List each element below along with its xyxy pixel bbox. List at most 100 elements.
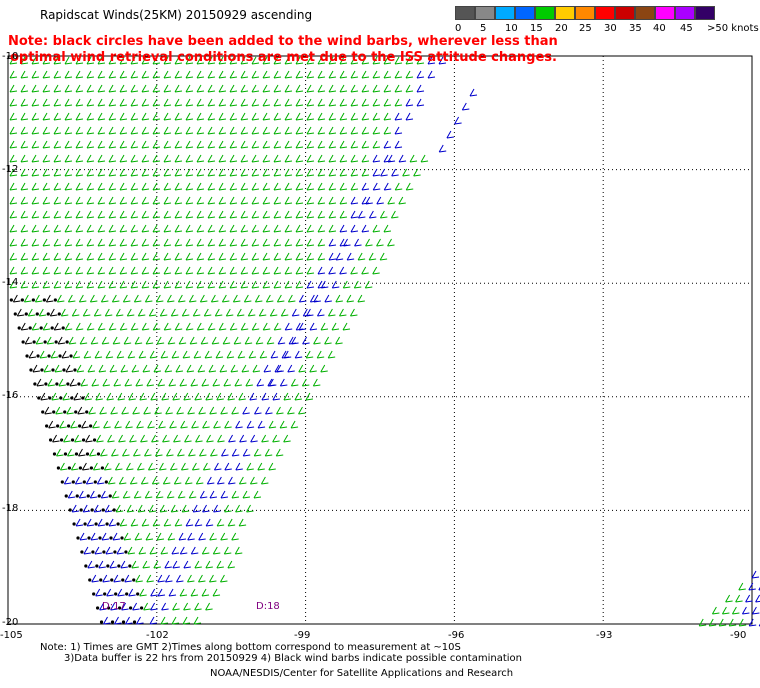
barb-stroke [110, 406, 118, 415]
barb-stroke [252, 364, 261, 373]
barb-stroke [64, 84, 73, 93]
barb-stroke [251, 238, 260, 247]
wind-barb [153, 364, 162, 373]
wind-barb [229, 224, 238, 233]
barb-stroke [255, 336, 264, 345]
barb-stroke [383, 70, 392, 79]
contamination-dot [81, 396, 85, 400]
wind-barb [163, 112, 172, 121]
wind-barb [89, 294, 98, 303]
wind-barb [350, 56, 359, 65]
barb-stroke [155, 294, 164, 303]
barb-stroke [320, 280, 329, 289]
wind-barb [317, 98, 326, 107]
wind-barb [251, 210, 260, 219]
barb-stroke [339, 56, 348, 65]
wind-barb [141, 98, 150, 107]
contamination-dot [125, 592, 129, 596]
wind-barb [368, 252, 377, 261]
wind-barb [290, 378, 299, 387]
contamination-dot [52, 410, 56, 414]
wind-barb [31, 112, 40, 121]
wind-barb [112, 504, 124, 513]
barb-stroke [339, 126, 348, 135]
wind-barb [59, 392, 70, 401]
wind-barb [91, 546, 102, 555]
wind-barb [207, 182, 216, 191]
wind-barb [178, 336, 187, 345]
wind-barb [48, 392, 59, 401]
wind-barb [31, 210, 40, 219]
barb-stroke [251, 266, 260, 275]
wind-barb [262, 84, 271, 93]
barb-stroke [75, 70, 84, 79]
wind-barb [398, 196, 406, 205]
barb-stroke [44, 406, 52, 415]
wind-barb [20, 140, 29, 149]
barb-stroke [31, 84, 40, 93]
wind-barb [108, 322, 117, 331]
wind-barb [53, 168, 62, 177]
barb-stroke [279, 378, 288, 387]
wind-barb [104, 308, 113, 317]
barb-stroke [217, 434, 225, 443]
barb-stroke [20, 224, 29, 233]
wind-barb [237, 350, 246, 359]
wind-barb [305, 350, 314, 359]
barb-stroke [86, 126, 95, 135]
wind-barb [372, 154, 381, 163]
barb-stroke [240, 126, 249, 135]
barb-stroke [130, 196, 139, 205]
wind-barb [207, 196, 216, 205]
wind-barb [277, 336, 286, 345]
barb-stroke [295, 224, 304, 233]
barb-stroke [20, 182, 29, 191]
barb-stroke [64, 196, 73, 205]
contamination-dot [106, 564, 110, 568]
wind-barb [755, 594, 760, 603]
barb-stroke [31, 182, 40, 191]
wind-barb [53, 70, 62, 79]
wind-barb [31, 154, 40, 163]
wind-barb [33, 378, 44, 387]
wind-barb [346, 252, 355, 261]
barb-stroke [86, 210, 95, 219]
barb-stroke [173, 476, 182, 485]
wind-barb [745, 594, 753, 603]
barb-stroke [9, 252, 18, 261]
wind-barb [339, 210, 348, 219]
barb-stroke [125, 420, 133, 429]
wind-barb [75, 196, 84, 205]
barb-stroke [208, 364, 217, 373]
barb-stroke [196, 280, 205, 289]
barb-stroke [97, 322, 106, 331]
wind-barb [379, 252, 388, 261]
barb-stroke [210, 448, 218, 457]
wind-barb [379, 210, 388, 219]
wind-barb [64, 280, 73, 289]
wind-barb [149, 616, 158, 625]
wind-barb [152, 196, 161, 205]
wind-barb [9, 126, 18, 135]
barb-stroke [9, 70, 18, 79]
wind-barb [328, 238, 337, 247]
wind-barb [31, 294, 43, 303]
barb-stroke [196, 126, 205, 135]
barb-stroke [31, 70, 40, 79]
wind-barb [257, 420, 266, 429]
barb-stroke [731, 606, 740, 615]
wind-barb [229, 252, 238, 261]
barb-stroke [80, 378, 88, 387]
wind-barb [86, 280, 95, 289]
contamination-dot [45, 424, 49, 428]
wind-barb [176, 574, 184, 583]
wind-barb [216, 518, 225, 527]
barb-stroke [159, 308, 168, 317]
wind-barb [354, 238, 362, 247]
wind-barb [350, 70, 359, 79]
wind-barb [728, 618, 737, 627]
wind-barb [251, 140, 260, 149]
wind-barb [137, 308, 146, 317]
wind-barb [339, 126, 348, 135]
barb-stroke [306, 168, 315, 177]
